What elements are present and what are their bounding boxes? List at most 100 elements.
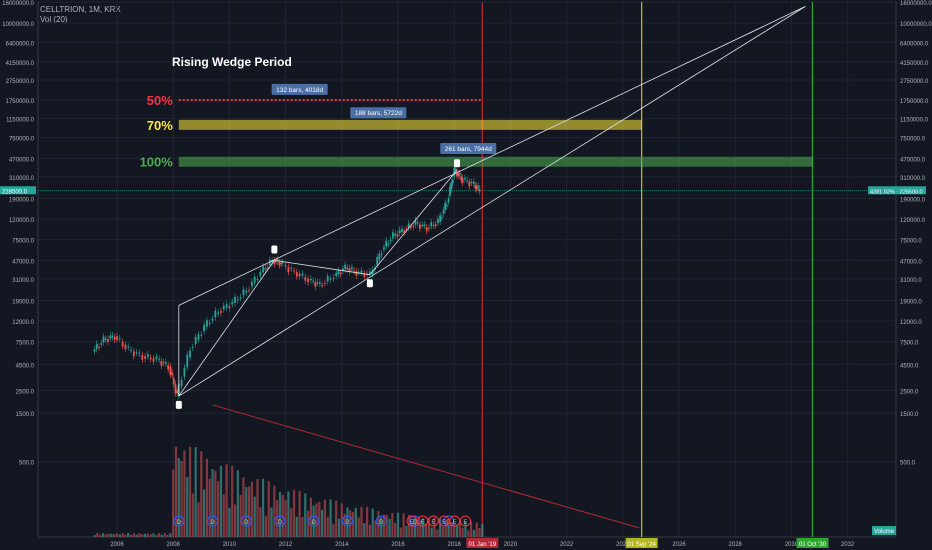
y-tick-label-right: 4150000.0 (900, 61, 929, 67)
volume-bar (450, 522, 453, 537)
candle-body (312, 280, 315, 282)
wedge-line (274, 259, 370, 276)
y-tick-label-left: 31000.0 (12, 278, 34, 284)
candle-body (472, 181, 475, 184)
candle-body (167, 364, 170, 370)
candle-body (236, 299, 239, 301)
y-tick-label-right: 75000.0 (900, 239, 922, 245)
volume-bar (259, 507, 262, 537)
y-tick-label-right: 190000.0 (900, 197, 926, 203)
candle-body (138, 352, 141, 354)
event-badge (443, 515, 455, 527)
volume-bar (337, 518, 341, 537)
volume-bar (340, 503, 343, 537)
y-tick-label-left: 19000.0 (12, 299, 34, 305)
current-price-text-left: 228500.0 (2, 189, 28, 195)
volume-bar (110, 533, 113, 537)
candle-body (264, 268, 267, 270)
candle-body (273, 260, 276, 265)
candle-body (147, 354, 149, 357)
candle-body (191, 347, 194, 349)
volume-bar (455, 524, 459, 537)
candle-body (454, 168, 457, 171)
candle-body (453, 167, 456, 177)
volume-bar (388, 518, 391, 537)
candle-body (346, 267, 349, 270)
candle-body (348, 268, 351, 273)
volume-bar (236, 470, 239, 537)
volume-bar (250, 481, 253, 537)
y-tick-label-left: 310000.0 (9, 176, 35, 182)
y-tick-label-right: 1750000.0 (900, 99, 929, 105)
volume-bar (146, 533, 150, 537)
candle-body (275, 260, 277, 262)
y-tick-label-right: 120000.0 (900, 218, 926, 224)
y-tick-label-left: 4500.0 (16, 363, 35, 369)
candle-body (183, 367, 186, 377)
candle-body (189, 350, 191, 358)
level-label: 100% (140, 155, 174, 170)
volume-bar (441, 526, 445, 537)
candle-body (309, 278, 312, 281)
candle-body (369, 271, 371, 275)
x-tick-label: 2010 (223, 542, 237, 548)
wedge-line (178, 6, 806, 397)
candle-body (135, 352, 138, 354)
x-tick-label: 2020 (504, 542, 518, 548)
volume-bar (270, 507, 273, 537)
candle-body (442, 209, 445, 214)
candle-body (248, 290, 250, 292)
volume-bar (349, 510, 352, 537)
volume-bar (295, 516, 298, 537)
candle-body (387, 243, 390, 245)
candle-body (206, 320, 208, 327)
candle-body (111, 335, 114, 338)
y-tick-label-left: 2750000.0 (6, 79, 35, 85)
candle-body (396, 234, 399, 237)
volume-bar (301, 517, 304, 537)
volume-bar (396, 512, 400, 537)
candle-body (456, 171, 458, 177)
candle-body (425, 226, 428, 232)
candle-body (278, 262, 281, 266)
range-label-box (440, 143, 497, 155)
candle-body (447, 198, 450, 203)
event-badge (274, 515, 286, 527)
candle-body (104, 338, 107, 340)
candle-body (176, 390, 179, 394)
vertical-marker-badge (625, 538, 658, 548)
vertical-marker-badge (796, 538, 829, 548)
candle-body (100, 343, 103, 345)
candle-body (102, 336, 105, 343)
candle-body (445, 204, 448, 207)
candle-body (392, 232, 394, 239)
volume-bar (315, 503, 318, 537)
volume-bar (385, 514, 388, 537)
candle-body (298, 273, 301, 277)
volume-bar (391, 513, 394, 537)
candle-body (253, 276, 256, 283)
candle-body (290, 268, 293, 270)
y-tick-label-right: 1150000.0 (900, 118, 929, 124)
volume-bar (118, 534, 121, 537)
candle-body (280, 262, 283, 265)
vertical-marker-label: 01 Oct '30 (799, 542, 827, 548)
candle-body (174, 384, 177, 394)
candle-body (416, 222, 419, 224)
x-tick-label: 2012 (279, 542, 293, 548)
volume-bar (222, 494, 225, 537)
volume-bar (433, 517, 436, 537)
volume-bar (365, 506, 369, 537)
volume-bar (306, 510, 310, 537)
candle-body (158, 358, 161, 360)
range-label: 261 bars, 7944d (445, 146, 492, 153)
candle-body (394, 233, 397, 236)
y-tick-label-left: 500.0 (19, 461, 35, 467)
volume-bar (247, 486, 251, 537)
y-tick-label-left: 10000000.0 (2, 22, 34, 28)
volume-bar (228, 507, 231, 537)
volume-bar (304, 493, 307, 537)
volume-bar (481, 524, 484, 537)
vertical-marker-label: 01 Jan '19 (469, 542, 497, 548)
